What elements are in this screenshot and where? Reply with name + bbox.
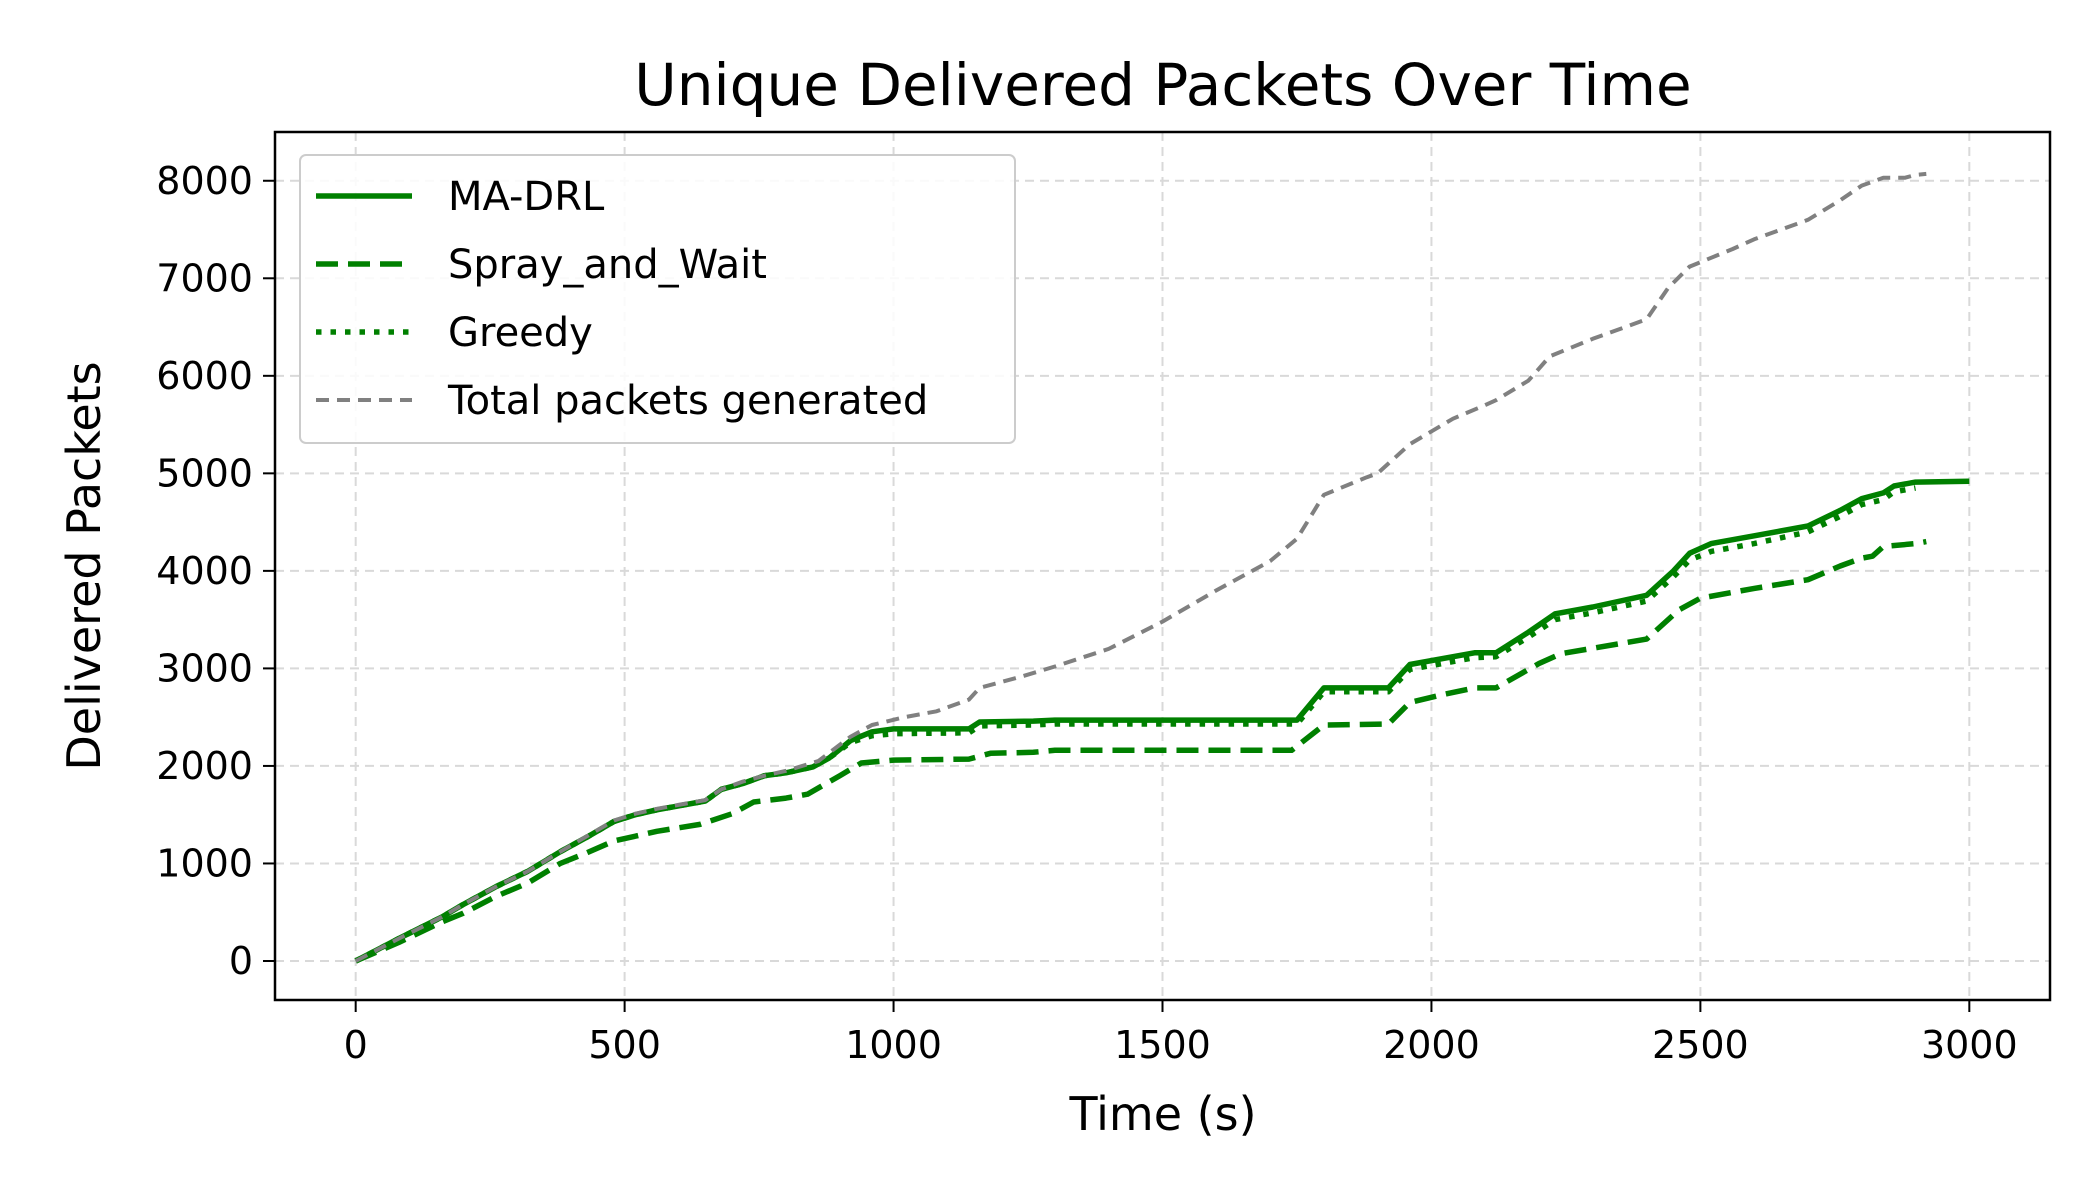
legend-label: Spray_and_Wait bbox=[448, 242, 767, 288]
grid bbox=[275, 132, 2050, 1000]
y-tick-label: 5000 bbox=[156, 451, 253, 495]
y-tick-label: 2000 bbox=[156, 744, 253, 788]
x-tick-label: 0 bbox=[344, 1023, 368, 1067]
y-tick-label: 4000 bbox=[156, 549, 253, 593]
x-tick-label: 3000 bbox=[1921, 1023, 2018, 1067]
x-axis: 0 500 1000 1500 2000 2500 3000 bbox=[344, 1000, 2018, 1067]
x-axis-label: Time (s) bbox=[1068, 1087, 1256, 1141]
y-axis: 0 1000 2000 3000 4000 5000 6000 7000 8000 bbox=[156, 159, 275, 983]
y-tick-label: 1000 bbox=[156, 841, 253, 885]
y-tick-label: 7000 bbox=[156, 256, 253, 300]
y-tick-label: 6000 bbox=[156, 354, 253, 398]
x-tick-label: 500 bbox=[588, 1023, 661, 1067]
series-line-total-packets-generated bbox=[354, 171, 1927, 963]
y-tick-label: 3000 bbox=[156, 646, 253, 690]
legend: MA-DRL Spray_and_Wait Greedy Total packets … bbox=[299, 154, 1016, 444]
chart-title: Unique Delivered Packets Over Time bbox=[634, 51, 1691, 119]
series-group bbox=[354, 171, 1970, 964]
series-line-spray-and-wait bbox=[354, 538, 1927, 964]
x-tick-label: 1000 bbox=[845, 1023, 942, 1067]
y-tick-label: 8000 bbox=[156, 159, 253, 203]
legend-label: Total packets generated bbox=[447, 378, 928, 424]
legend-box bbox=[299, 154, 1016, 444]
legend-label: MA-DRL bbox=[448, 174, 605, 220]
x-tick-label: 2000 bbox=[1383, 1023, 1480, 1067]
x-tick-label: 1500 bbox=[1114, 1023, 1211, 1067]
legend-label: Greedy bbox=[448, 310, 593, 356]
x-tick-label: 2500 bbox=[1652, 1023, 1749, 1067]
y-axis-label: Delivered Packets bbox=[57, 361, 111, 770]
y-tick-label: 0 bbox=[229, 939, 253, 983]
